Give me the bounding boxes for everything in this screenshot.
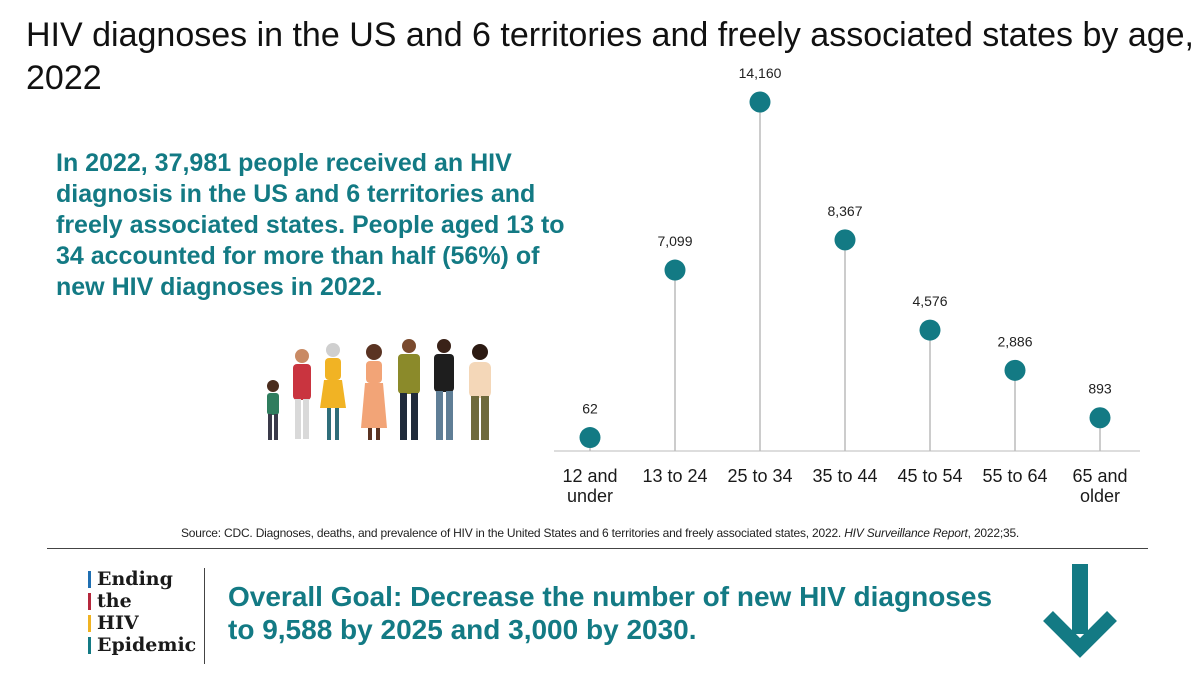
data-label: 2,886	[997, 333, 1032, 349]
logo-bar	[88, 615, 91, 632]
logo-divider	[204, 568, 205, 664]
down-arrow-icon	[1043, 564, 1117, 658]
lollipop-point	[919, 319, 941, 341]
person-figure	[267, 380, 279, 440]
logo-line: Ending	[88, 568, 196, 590]
data-label: 4,576	[912, 293, 947, 309]
divider-line	[47, 548, 1148, 549]
person-figure	[469, 344, 491, 440]
lollipop-point	[1089, 407, 1111, 429]
lollipop-point	[834, 229, 856, 251]
person-figure	[434, 339, 454, 440]
lollipop-point	[664, 259, 686, 281]
lollipop-point	[749, 91, 771, 113]
x-tick-label: 35 to 44	[812, 466, 877, 486]
data-label: 893	[1088, 381, 1112, 397]
lollipop-point	[1004, 359, 1026, 381]
x-tick-label: under	[567, 486, 613, 506]
data-label: 62	[582, 401, 598, 417]
goal-label: Overall Goal:	[228, 581, 403, 612]
people-illustration	[267, 339, 491, 440]
source-note: Source: CDC. Diagnoses, deaths, and prev…	[180, 526, 1020, 540]
person-figure	[320, 343, 346, 440]
person-figure	[293, 349, 311, 439]
goal-text: Decrease the number of new HIV diagnoses…	[228, 581, 993, 645]
ending-the-hiv-epidemic-logo: Ending the HIV Epidemic	[88, 568, 196, 656]
x-tick-label: 13 to 24	[642, 466, 707, 486]
x-tick-label: 65 and	[1072, 466, 1127, 486]
lollipop-point	[579, 427, 601, 449]
logo-bar	[88, 593, 91, 610]
logo-line: Epidemic	[88, 634, 196, 656]
x-tick-label: 25 to 34	[727, 466, 792, 486]
logo-line: the	[88, 590, 196, 612]
x-tick-label: 45 to 54	[897, 466, 962, 486]
person-figure	[398, 339, 420, 440]
summary-text: In 2022, 37,981 people received an HIV d…	[56, 149, 565, 301]
x-tick-label: 12 and	[562, 466, 617, 486]
x-tick-label: older	[1080, 486, 1120, 506]
data-label: 14,160	[739, 65, 782, 81]
logo-bar	[88, 637, 91, 654]
data-label: 7,099	[657, 233, 692, 249]
logo-line: HIV	[88, 612, 196, 634]
data-label: 8,367	[827, 203, 862, 219]
x-tick-label: 55 to 64	[982, 466, 1047, 486]
overall-goal: Overall Goal: Decrease the number of new…	[228, 580, 1008, 646]
page-title: HIV diagnoses in the US and 6 territorie…	[26, 16, 1194, 97]
logo-bar	[88, 571, 91, 588]
person-figure	[361, 344, 387, 440]
